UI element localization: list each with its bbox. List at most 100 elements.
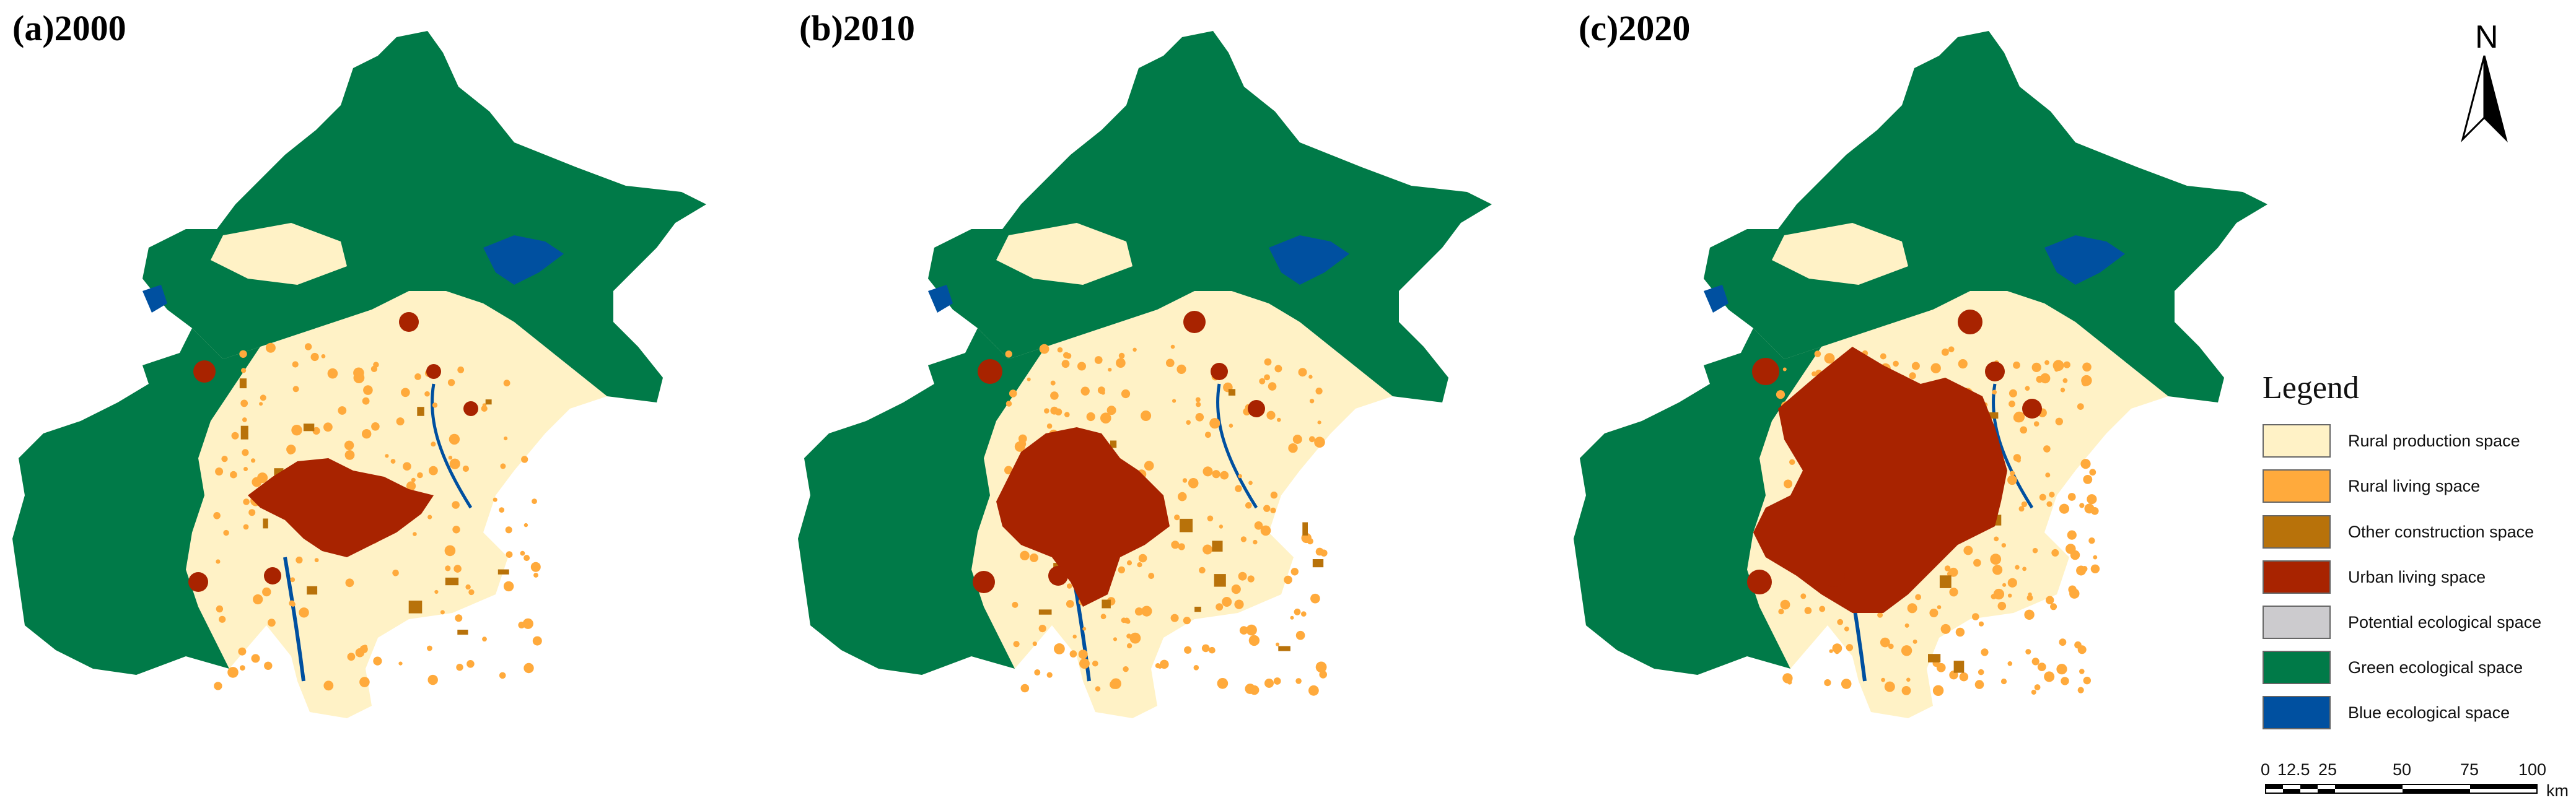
urban-core [996, 427, 1170, 607]
rural-living-patch [1778, 609, 1784, 615]
rural-living-patch [1050, 391, 1059, 400]
rural-living-patch [1155, 663, 1160, 669]
rural-living-patch [499, 672, 506, 679]
rural-living-patch [2025, 649, 2031, 655]
rural-living-patch [1787, 680, 1792, 685]
rural-living-patch [1132, 347, 1137, 352]
blue-river [1216, 383, 1258, 509]
legend-item: Rural production space [2263, 423, 2520, 459]
urban-satellite-town [1958, 310, 1982, 334]
rural-living-patch [1948, 346, 1955, 352]
rural-living-patch [219, 615, 226, 623]
rural-living-patch [2056, 664, 2067, 675]
rural-living-patch [398, 661, 403, 666]
rural-living-patch [392, 570, 399, 576]
rural-living-patch [1188, 478, 1199, 489]
rural-living-patch [532, 498, 537, 504]
rural-living-patch [493, 497, 497, 502]
rural-living-patch [500, 463, 506, 469]
rural-living-patch [2037, 662, 2046, 671]
rural-living-patch [1246, 624, 1257, 636]
rural-living-patch [2044, 360, 2049, 365]
rural-living-patch [1947, 571, 1953, 577]
rural-living-patch [1094, 356, 1103, 364]
rural-living-patch [2007, 593, 2012, 598]
other-construction-patch [263, 518, 268, 529]
rural-living-patch [1260, 525, 1271, 536]
rural-living-patch [1978, 621, 1984, 627]
rural-living-patch [1123, 666, 1129, 672]
rural-living-patch [1992, 389, 1997, 395]
rural-living-patch [1005, 350, 1012, 358]
rural-living-patch [2077, 645, 2087, 654]
rural-living-patch [1776, 390, 1785, 399]
rural-living-patch [1014, 441, 1025, 452]
other-construction-patch [417, 407, 424, 416]
legend-label: Urban living space [2348, 567, 2486, 586]
rural-living-patch [2063, 361, 2070, 368]
rural-living-patch [1266, 411, 1276, 420]
rural-living-patch [2026, 594, 2033, 601]
urban-satellite-town [264, 567, 281, 584]
rural-living-patch [292, 386, 299, 393]
rural-living-patch [503, 581, 514, 592]
rural-living-patch [1929, 609, 1939, 617]
rural-living-patch [1020, 550, 1030, 560]
rural-living-patch [1069, 650, 1077, 658]
blue-reservoir [483, 235, 564, 285]
rural-living-patch [1264, 374, 1270, 381]
rural-living-patch [2083, 676, 2091, 685]
rural-living-patch [1196, 402, 1201, 407]
legend-item: Other construction space [2263, 514, 2534, 550]
rural-living-patch [462, 465, 470, 472]
rural-living-patch [413, 532, 417, 536]
rural-living-patch [2082, 379, 2089, 386]
rural-living-patch [2043, 445, 2051, 453]
rural-living-patch [2083, 475, 2093, 484]
rural-living-patch [216, 559, 221, 564]
rural-living-patch [1126, 643, 1132, 649]
rural-living-patch [2002, 583, 2007, 587]
rural-living-patch [2007, 475, 2017, 485]
north-arrow-icon [2461, 55, 2508, 142]
rural-living-patch [2059, 638, 2067, 646]
other-construction-patch [307, 586, 318, 595]
rural-living-patch [1307, 538, 1313, 545]
rural-living-patch [1888, 643, 1894, 649]
rural-living-patch [1100, 412, 1111, 424]
rural-living-patch [1901, 645, 1912, 656]
rural-living-patch [2007, 578, 2017, 588]
rural-living-patch [467, 660, 475, 668]
rural-living-patch [1837, 619, 1844, 625]
rural-living-patch [1259, 378, 1266, 384]
rural-living-patch [2031, 362, 2041, 373]
rural-living-patch [1064, 412, 1070, 417]
rural-living-patch [1044, 408, 1049, 414]
rural-living-patch [2054, 367, 2059, 372]
rural-living-patch [1063, 352, 1070, 358]
other-construction-patch [1987, 412, 1999, 419]
blue-river [283, 557, 305, 682]
rural-living-patch [291, 425, 302, 436]
rural-living-patch [1219, 524, 1224, 529]
rural-living-patch [1274, 365, 1282, 373]
rural-living-patch [1907, 603, 1917, 614]
rural-living-patch [1170, 614, 1179, 622]
other-construction-patch [1312, 559, 1324, 568]
rural-living-patch [1317, 420, 1321, 425]
rural-living-patch [2093, 555, 2098, 560]
rural-living-patch [289, 600, 295, 607]
other-construction-patch [408, 601, 423, 614]
rural-living-patch [2091, 507, 2099, 515]
rural-living-patch [1234, 599, 1244, 609]
rural-living-patch [401, 388, 410, 397]
rural-living-patch [265, 342, 276, 353]
rural-living-patch [427, 674, 438, 685]
rural-living-patch [230, 471, 237, 479]
rural-living-patch [1814, 350, 1821, 357]
rural-living-patch [215, 467, 224, 476]
rural-living-patch [1308, 375, 1313, 379]
rural-living-patch [481, 405, 488, 412]
rural-living-patch [223, 529, 229, 536]
